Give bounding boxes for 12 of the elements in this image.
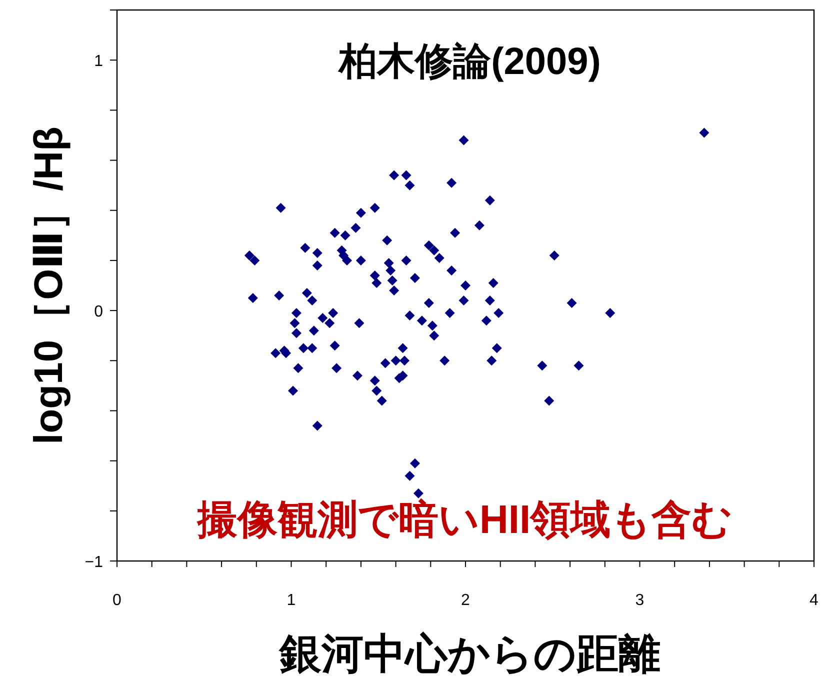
text: 柏木修論(2009): [337, 41, 601, 83]
y-tick-label: −1: [84, 554, 104, 571]
x-tick-label: 2: [461, 592, 470, 609]
x-tick-label: 1: [286, 592, 296, 609]
y-axis-title: log10［OⅢ］/Hβ: [27, 126, 71, 444]
x-axis-title: 銀河中心からの距離: [278, 630, 660, 677]
x-tick-label: 4: [810, 592, 819, 609]
x-tick-label: 3: [635, 592, 644, 609]
x-tick-label: 0: [112, 592, 122, 609]
y-tick-label: 0: [94, 304, 104, 321]
y-tick-label: 1: [94, 53, 104, 70]
annotation: 撮像観測で暗いHII領域も含む: [196, 498, 733, 542]
